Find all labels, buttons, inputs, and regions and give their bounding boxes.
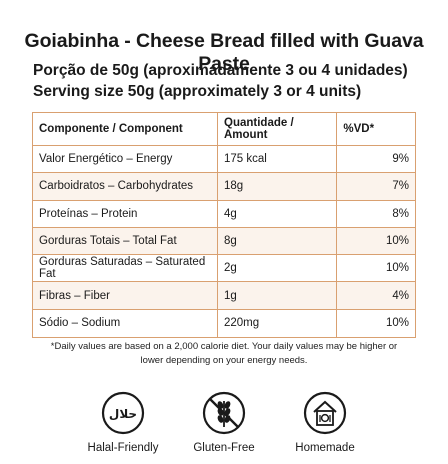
product-title: Goiabinha - Cheese Bread filled with Gua… [24, 30, 424, 75]
amount-cell: 2g [218, 255, 338, 282]
gluten-free-badge: Gluten-Free [174, 390, 274, 454]
amount-cell: 18g [218, 173, 338, 200]
portion-portuguese: Porção de 50g (aproximadamente 3 ou 4 un… [33, 62, 408, 79]
badge-row: حلال Halal-Friendly Gluten-Free Homemade [0, 390, 448, 464]
table-row: Valor Energético – Energy 175 kcal 9% [33, 146, 415, 174]
component-cell: Proteínas – Protein [33, 200, 218, 227]
table-row: Proteínas – Protein 4g 8% [33, 200, 415, 228]
homemade-badge: Homemade [275, 390, 375, 454]
daily-value-cell: 7% [392, 180, 409, 193]
table-row: Gorduras Totais – Total Fat 8g 10% [33, 227, 415, 256]
header-component: Componente / Component [33, 113, 218, 145]
badge-label: Gluten-Free [193, 442, 255, 454]
daily-value-cell: 4% [392, 289, 409, 302]
daily-value-cell: 8% [392, 207, 409, 220]
daily-value-cell: 10% [385, 317, 409, 330]
halal-badge: حلال Halal-Friendly [73, 390, 173, 454]
table-row: Fibras – Fiber 1g 4% [33, 282, 415, 310]
header-amount: Quantidade / Amount [218, 113, 338, 145]
component-cell: Gorduras Saturadas – Saturated Fat [33, 255, 218, 282]
table-row: Carboidratos – Carbohydrates 18g 7% [33, 173, 415, 201]
component-cell: Sódio – Sodium [33, 309, 218, 338]
badge-label: Homemade [295, 442, 355, 454]
amount-cell: 220mg [218, 309, 338, 338]
component-cell: Valor Energético – Energy [33, 146, 218, 173]
badge-label: Halal-Friendly [87, 442, 159, 454]
daily-value-footnote: *Daily values are based on a 2,000 calor… [30, 340, 418, 368]
homemade-icon [303, 391, 347, 435]
nutrition-table: Componente / Component Quantidade / Amou… [32, 112, 416, 339]
portion-english: Serving size 50g (approximately 3 or 4 u… [33, 83, 362, 100]
halal-icon: حلال [101, 391, 145, 435]
footnote-line: lower depending on your energy needs. [140, 355, 308, 366]
amount-cell: 1g [218, 282, 338, 309]
footnote-line: *Daily values are based on a 2,000 calor… [50, 341, 398, 352]
serving-info: Porção de 50g (aproximadamente 3 ou 4 un… [33, 60, 408, 102]
gluten-free-icon [202, 391, 246, 435]
component-cell: Gorduras Totais – Total Fat [33, 227, 218, 255]
amount-cell: 8g [218, 227, 338, 255]
table-row: Gorduras Saturadas – Saturated Fat 2g 10… [33, 255, 415, 283]
daily-value-cell: 9% [392, 153, 409, 166]
daily-value-cell: 10% [385, 235, 409, 248]
halal-symbol-text: حلال [109, 407, 137, 421]
amount-cell: 4g [218, 200, 338, 227]
amount-cell: 175 kcal [218, 146, 338, 173]
table-header-row: Componente / Component Quantidade / Amou… [33, 113, 415, 146]
component-cell: Fibras – Fiber [33, 282, 218, 309]
component-cell: Carboidratos – Carbohydrates [33, 173, 218, 200]
table-row: Sódio – Sodium 220mg 10% [33, 309, 415, 338]
header-daily-value: %VD* [343, 123, 375, 135]
daily-value-cell: 10% [385, 262, 409, 275]
